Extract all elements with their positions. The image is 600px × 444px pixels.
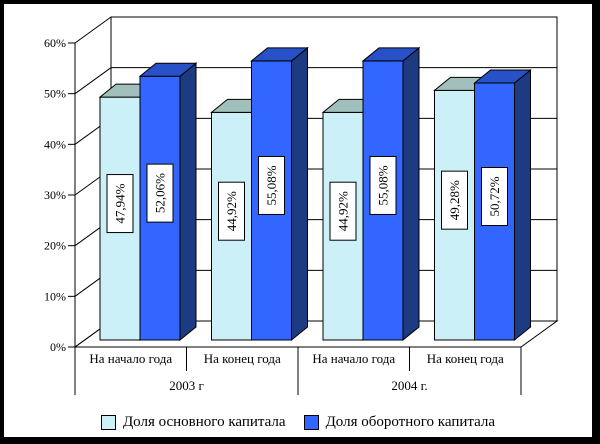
legend-swatch-fixed-capital [100,415,116,430]
legend-swatch-working-capital [303,415,319,430]
legend-label-fixed-capital: Доля основного капитала [122,414,286,430]
data-label: 44,92% [224,191,239,231]
data-label: 44,92% [336,191,351,231]
data-label: 50,72% [487,176,502,216]
data-label: 52,06% [153,173,168,213]
y-tick-label: 10% [44,289,66,303]
y-tick-label: 40% [44,137,66,151]
category-label: На конец года [427,351,504,366]
legend-item-fixed-capital[interactable]: Доля основного капитала [100,414,286,430]
bar-side-s1-c1[interactable] [291,46,308,342]
bar-side-s1-c0[interactable] [179,62,197,342]
bar-top-s1-c0[interactable] [138,62,198,77]
data-label-box [441,170,468,230]
gridline-depth [74,16,112,44]
data-label-box [481,167,508,227]
gridline-depth [74,67,112,95]
year-label: 2003 г [169,378,204,393]
chart-legend: Доля основного капитала Доля оборотного … [4,415,592,430]
data-label: 47,94% [113,183,128,223]
legend-item-working-capital[interactable]: Доля оборотного капитала [303,414,496,430]
data-label-box [218,181,245,241]
y-tick-label: 30% [44,188,66,202]
data-label: 55,08% [264,165,279,205]
data-label: 55,08% [376,165,391,205]
data-label-box [106,174,134,234]
y-tick-label: 50% [44,87,66,101]
chart-background: 0% 10% 20% 30% 40% 50% 60% 47,94% 52,06% 44,92% 55… [4,4,592,437]
bar-top-s1-c2[interactable] [361,47,421,62]
year-label: 2004 г. [391,378,427,393]
data-label-box [258,155,285,215]
bar-top-s1-c1[interactable] [250,47,309,62]
data-label: 49,28% [447,180,462,220]
y-tick-label: 60% [44,36,66,50]
bar-side-s1-c3[interactable] [514,68,531,342]
y-tick-label: 20% [44,239,66,253]
bar-top-s1-c3[interactable] [473,69,532,84]
category-label: На конец года [204,351,281,366]
y-tick-label: 0% [50,340,66,354]
category-label: На начало года [89,351,172,366]
data-label-box [329,181,357,241]
legend-label-working-capital: Доля оборотного капитала [325,414,496,430]
data-label-box [369,155,397,215]
category-label: На начало года [312,351,395,366]
data-label-box [146,163,174,223]
chart-canvas: 0% 10% 20% 30% 40% 50% 60% 47,94% 52,06% 44,92% 55… [44,16,559,395]
bar-side-s1-c2[interactable] [402,46,420,342]
